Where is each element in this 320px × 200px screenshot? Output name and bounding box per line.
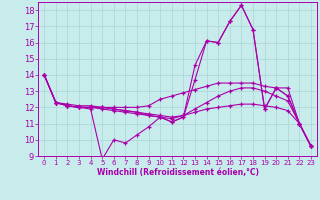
X-axis label: Windchill (Refroidissement éolien,°C): Windchill (Refroidissement éolien,°C) [97, 168, 259, 177]
